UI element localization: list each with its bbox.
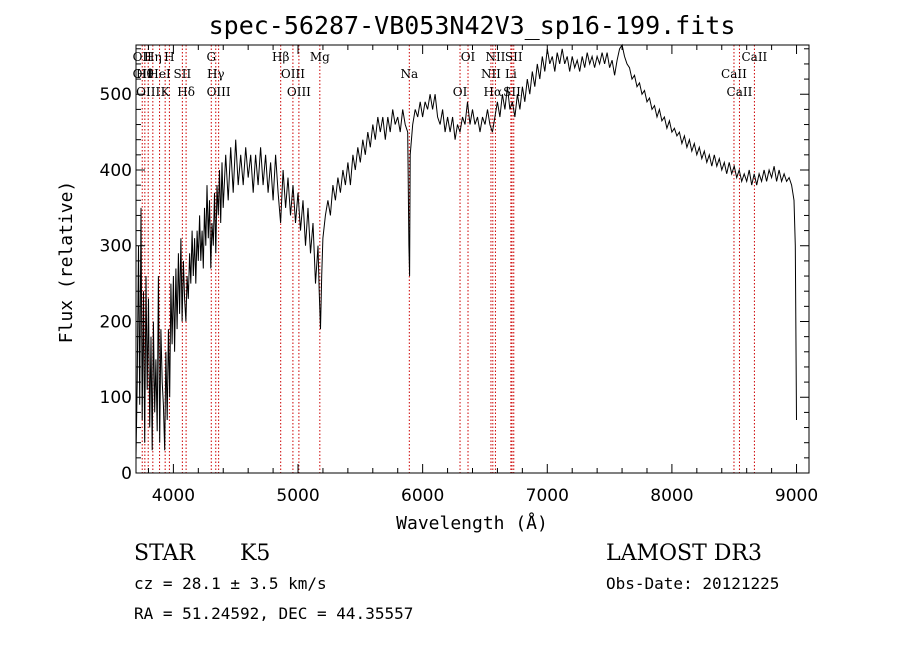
y-tick-label: 200 — [100, 312, 132, 332]
marker-label: OI — [453, 85, 468, 99]
chart-title: spec-56287-VB053N42V3_sp16-199.fits — [209, 11, 736, 40]
marker-label: Hβ — [272, 50, 289, 64]
x-tick-label: 8000 — [650, 486, 693, 506]
marker-label: G — [206, 50, 216, 64]
y-axis: 0 100 200 300 400 500 — [100, 48, 809, 484]
y-tick-label: 300 — [100, 237, 132, 257]
y-tick-label: 500 — [100, 85, 132, 105]
y-tick-label: 400 — [100, 161, 132, 181]
x-tick-label: 6000 — [401, 486, 444, 506]
object-class: STAR — [134, 541, 196, 566]
y-tick-label: 0 — [121, 464, 132, 484]
object-subclass: K5 — [240, 541, 270, 566]
marker-label: OII — [133, 50, 153, 64]
coordinates-text: RA = 51.24592, DEC = 44.35557 — [134, 604, 413, 623]
plot-frame — [135, 44, 810, 474]
marker-label: Mg — [310, 50, 330, 64]
marker-label: Hθ — [136, 67, 154, 81]
marker-label: OIII — [207, 85, 231, 99]
line-markers — [141, 45, 755, 473]
marker-label: Hδ — [177, 85, 195, 99]
marker-label: H — [164, 50, 174, 64]
marker-label: OII — [133, 67, 153, 81]
marker-label: Hη — [144, 50, 162, 64]
marker-label: Hγ — [207, 67, 225, 81]
redshift-text: cz = 28.1 ± 3.5 km/s — [134, 574, 327, 593]
marker-label: CaII — [727, 85, 753, 99]
marker-label: OIII — [281, 67, 305, 81]
marker-label: Li — [505, 67, 517, 81]
x-tick-label: 5000 — [276, 486, 319, 506]
marker-label: NII — [481, 67, 501, 81]
marker-label: HeI — [148, 67, 171, 81]
x-axis: 4000 5000 6000 7000 8000 9000 — [147, 45, 818, 506]
x-tick-label: 4000 — [152, 486, 195, 506]
survey-name: LAMOST DR3 — [606, 541, 762, 566]
x-axis-label: Wavelength (Å) — [396, 512, 548, 534]
marker-label: CaII — [741, 50, 767, 64]
y-axis-label: Flux (relative) — [56, 181, 77, 344]
y-tick-label: 100 — [100, 388, 132, 408]
marker-label: OIII — [287, 85, 311, 99]
marker-label: CaII — [721, 67, 747, 81]
marker-label: OIII — [136, 85, 160, 99]
marker-label: OI — [461, 50, 476, 64]
x-tick-label: 7000 — [526, 486, 569, 506]
marker-label: SII — [505, 50, 523, 64]
marker-label: SII — [174, 67, 192, 81]
spectrum-line — [135, 43, 797, 458]
marker-label: Hα — [484, 85, 503, 99]
spectrum-series — [135, 43, 797, 458]
x-tick-label: 9000 — [775, 486, 818, 506]
marker-label: NII — [485, 50, 505, 64]
marker-label: K — [161, 85, 171, 99]
marker-label: Na — [400, 67, 418, 81]
obs-date-text: Obs-Date: 20121225 — [606, 574, 779, 593]
line-marker-labels: OIIOIIHθOIIIHηHeIKHSIIHδGHγOIIIHβOIIIOII… — [133, 50, 768, 99]
